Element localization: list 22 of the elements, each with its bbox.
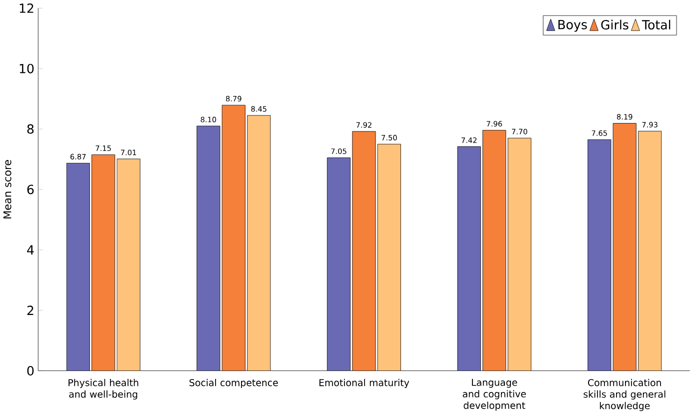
bar: [612, 123, 636, 371]
legend-label: Boys: [558, 20, 587, 32]
x-tick-label: Emotional maturity: [319, 379, 410, 388]
y-tick-label: 4: [27, 246, 34, 255]
bar: [92, 154, 115, 371]
y-tick-label: 6: [27, 184, 34, 194]
y-tick-label: 0: [27, 366, 34, 376]
x-tick-label: Physical health and well-being: [68, 379, 138, 400]
x-tick-label: Communication skills and general knowledge: [584, 379, 666, 412]
bar: [222, 105, 246, 371]
bar: [482, 130, 506, 371]
y-axis-title: Mean score: [3, 160, 12, 219]
bar: [352, 132, 376, 371]
x-tick-label: Language and cognitive development: [462, 379, 526, 411]
y-tick-label: 8: [27, 124, 34, 134]
y-tick-label: 2: [27, 306, 34, 316]
y-tick-label: 12: [20, 4, 34, 14]
bar: [116, 158, 140, 371]
y-tick-label: 10: [20, 64, 34, 74]
legend-label: Girls: [601, 20, 628, 30]
legend-label: Total: [642, 20, 670, 30]
x-tick-label: Social competence: [190, 379, 278, 388]
